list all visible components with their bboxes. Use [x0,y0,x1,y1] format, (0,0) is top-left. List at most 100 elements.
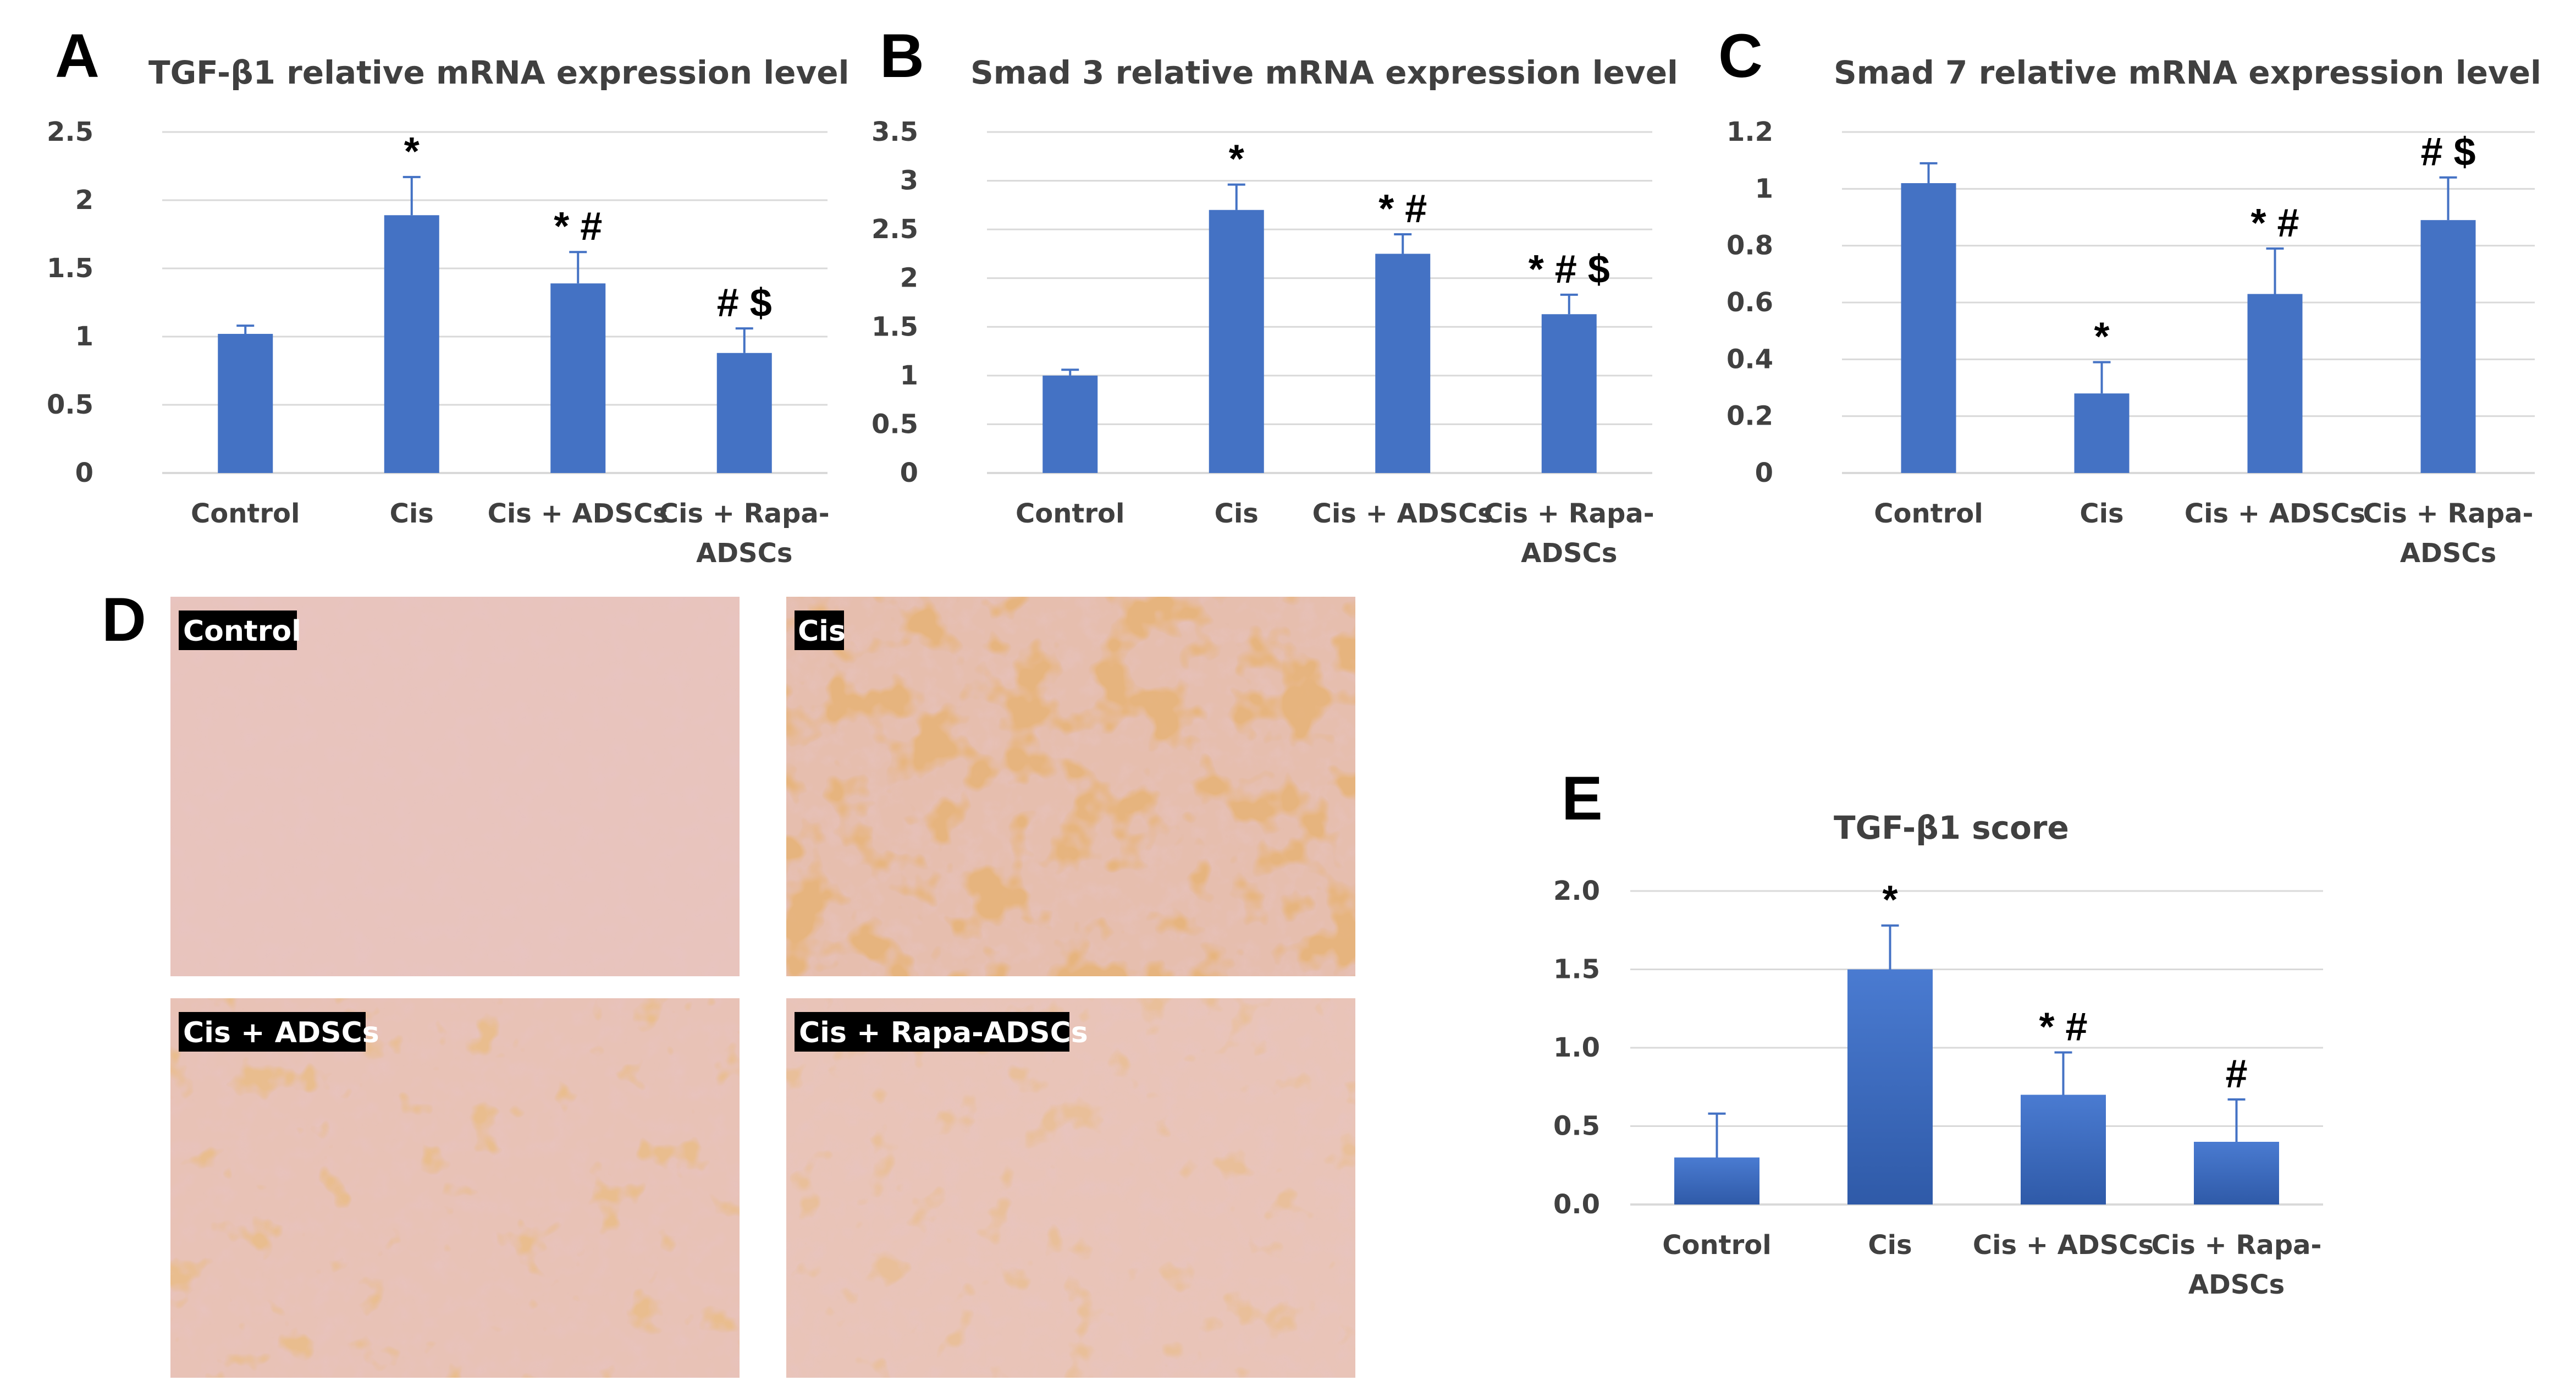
y-tick-label: 2 [75,185,93,216]
x-category-label: Cis [1215,498,1259,529]
x-category-label: Cis + Rapa- [2363,498,2534,529]
micrograph-label-cis-rapa-adscs: Cis + Rapa-ADSCs [799,1016,1088,1049]
x-category-label: Control [1874,498,1983,529]
x-category-label: Cis + Rapa- [1484,498,1654,529]
x-category-label: Cis + ADSCs [1312,498,1493,529]
significance-annotation: * [1229,138,1244,182]
micrograph-label-control: Control [183,615,301,648]
y-tick-label: 3 [900,166,918,196]
bar [1847,969,1933,1204]
chart-title-c: Smad 7 relative mRNA expression level [1834,54,2541,91]
y-tick-label: 0.0 [1553,1189,1600,1220]
x-category-label: Cis [1868,1230,1912,1261]
bar [1674,1157,1759,1204]
bar [384,215,439,473]
y-tick-label: 0.2 [1726,401,1773,432]
x-category-label: Cis [390,498,434,529]
y-tick-label: 2.5 [871,214,918,245]
bar-chart-b: 0 0.5 1 1.5 2 2.5 3 3.5 Control * Cis * # Cis + ADSC… [871,117,1654,569]
bar [1375,254,1431,473]
significance-annotation: * [2094,315,2109,359]
x-category-label: ADSCs [2188,1269,2285,1300]
y-tick-label: 1.2 [1726,117,1773,147]
bar [550,283,606,473]
bar [218,334,273,473]
micrograph-label-bg [795,610,844,650]
significance-annotation: # [2225,1052,2247,1096]
y-tick-label: 1 [1755,173,1773,204]
y-tick-label: 1 [900,360,918,391]
chart-title-b: Smad 3 relative mRNA expression level [970,54,1678,91]
panel-letter-a: A [55,21,100,90]
x-category-label: ADSCs [2400,538,2496,569]
y-tick-label: 1.5 [47,253,93,284]
y-tick-label: 3.5 [871,117,918,147]
micrograph-cis-adscs: Cis + ADSCs [170,998,740,1378]
y-tick-label: 2.0 [1553,876,1600,906]
panel-b: B Smad 3 relative mRNA expression level … [871,21,1678,569]
y-tick-label: 1.5 [871,311,918,342]
y-tick-label: 2 [900,263,918,294]
bar [1901,183,1956,473]
panel-letter-e: E [1562,764,1603,833]
significance-annotation: * # [2250,201,2299,245]
y-tick-label: 1 [75,321,93,352]
y-tick-label: 0.5 [47,389,93,420]
micrograph-label-bg [795,1012,1069,1052]
bar [2074,393,2130,473]
x-category-label: Control [191,498,300,529]
panel-letter-d: D [102,585,146,654]
micrograph-cis: Cis [786,597,1355,976]
y-tick-label: 0 [75,458,93,488]
y-tick-label: 2.5 [47,117,93,147]
panel-d: D Control Cis Cis + ADSCs [102,585,1355,1378]
bar [1541,314,1597,473]
bar [2247,294,2303,473]
bar [2420,220,2476,473]
x-category-label: Cis + ADSCs [1973,1230,2154,1261]
bar [716,353,772,473]
bar-chart-e: 0.0 0.5 1.0 1.5 2.0 Control * Cis * # Cis + ADSCs… [1553,876,2323,1300]
x-category-label: ADSCs [696,538,792,569]
panel-a: A TGF-β1 relative mRNA expression level … [47,21,850,569]
bar-chart-a: 0 0.5 1 1.5 2 2.5 Control * Cis * # Cis + ADSCs # $… [47,117,830,569]
x-category-label: Cis + ADSCs [2185,498,2365,529]
y-tick-label: 0 [1755,458,1773,488]
y-tick-label: 0.5 [1553,1111,1600,1142]
chart-title-a: TGF-β1 relative mRNA expression level [148,54,849,91]
bar [2021,1094,2106,1204]
x-category-label: Control [1662,1230,1771,1261]
panel-c: C Smad 7 relative mRNA expression level … [1718,21,2541,569]
significance-annotation: * # [1378,187,1427,231]
significance-annotation: * # $ [1529,248,1610,292]
panel-letter-b: B [880,21,924,90]
panel-e: E TGF-β1 score 0.0 0.5 1.0 1.5 2.0 Control * Ci… [1553,764,2323,1300]
y-tick-label: 0.6 [1726,287,1773,318]
bar [2194,1142,2279,1204]
micrograph-label-cis-adscs: Cis + ADSCs [183,1016,379,1049]
significance-annotation: * # [2039,1005,2087,1049]
micrograph-label-bg [179,1012,366,1052]
y-tick-label: 0.4 [1726,344,1773,375]
significance-annotation: * [404,130,420,174]
x-category-label: Cis + Rapa- [2152,1230,2322,1261]
significance-annotation: * [1882,878,1897,922]
y-tick-label: 1.0 [1553,1032,1600,1063]
y-tick-label: 1.5 [1553,954,1600,985]
panel-letter-c: C [1718,21,1763,90]
x-category-label: Control [1016,498,1124,529]
y-tick-label: 0.8 [1726,230,1773,261]
y-tick-label: 0.5 [871,409,918,439]
x-category-label: ADSCs [1521,538,1617,569]
chart-title-e: TGF-β1 score [1834,809,2069,846]
significance-annotation: # $ [717,281,772,325]
bar [1209,210,1264,473]
significance-annotation: * # [554,205,602,249]
micrograph-control: Control [170,597,740,976]
x-category-label: Cis + Rapa- [659,498,830,529]
micrograph-cis-rapa-adscs: Cis + Rapa-ADSCs [786,998,1355,1378]
micrograph-label-cis: Cis [798,615,846,648]
y-tick-label: 0 [900,458,918,488]
bar-chart-c: 0 0.2 0.4 0.6 0.8 1 1.2 Control * Cis * # Cis + ADS… [1726,117,2535,569]
